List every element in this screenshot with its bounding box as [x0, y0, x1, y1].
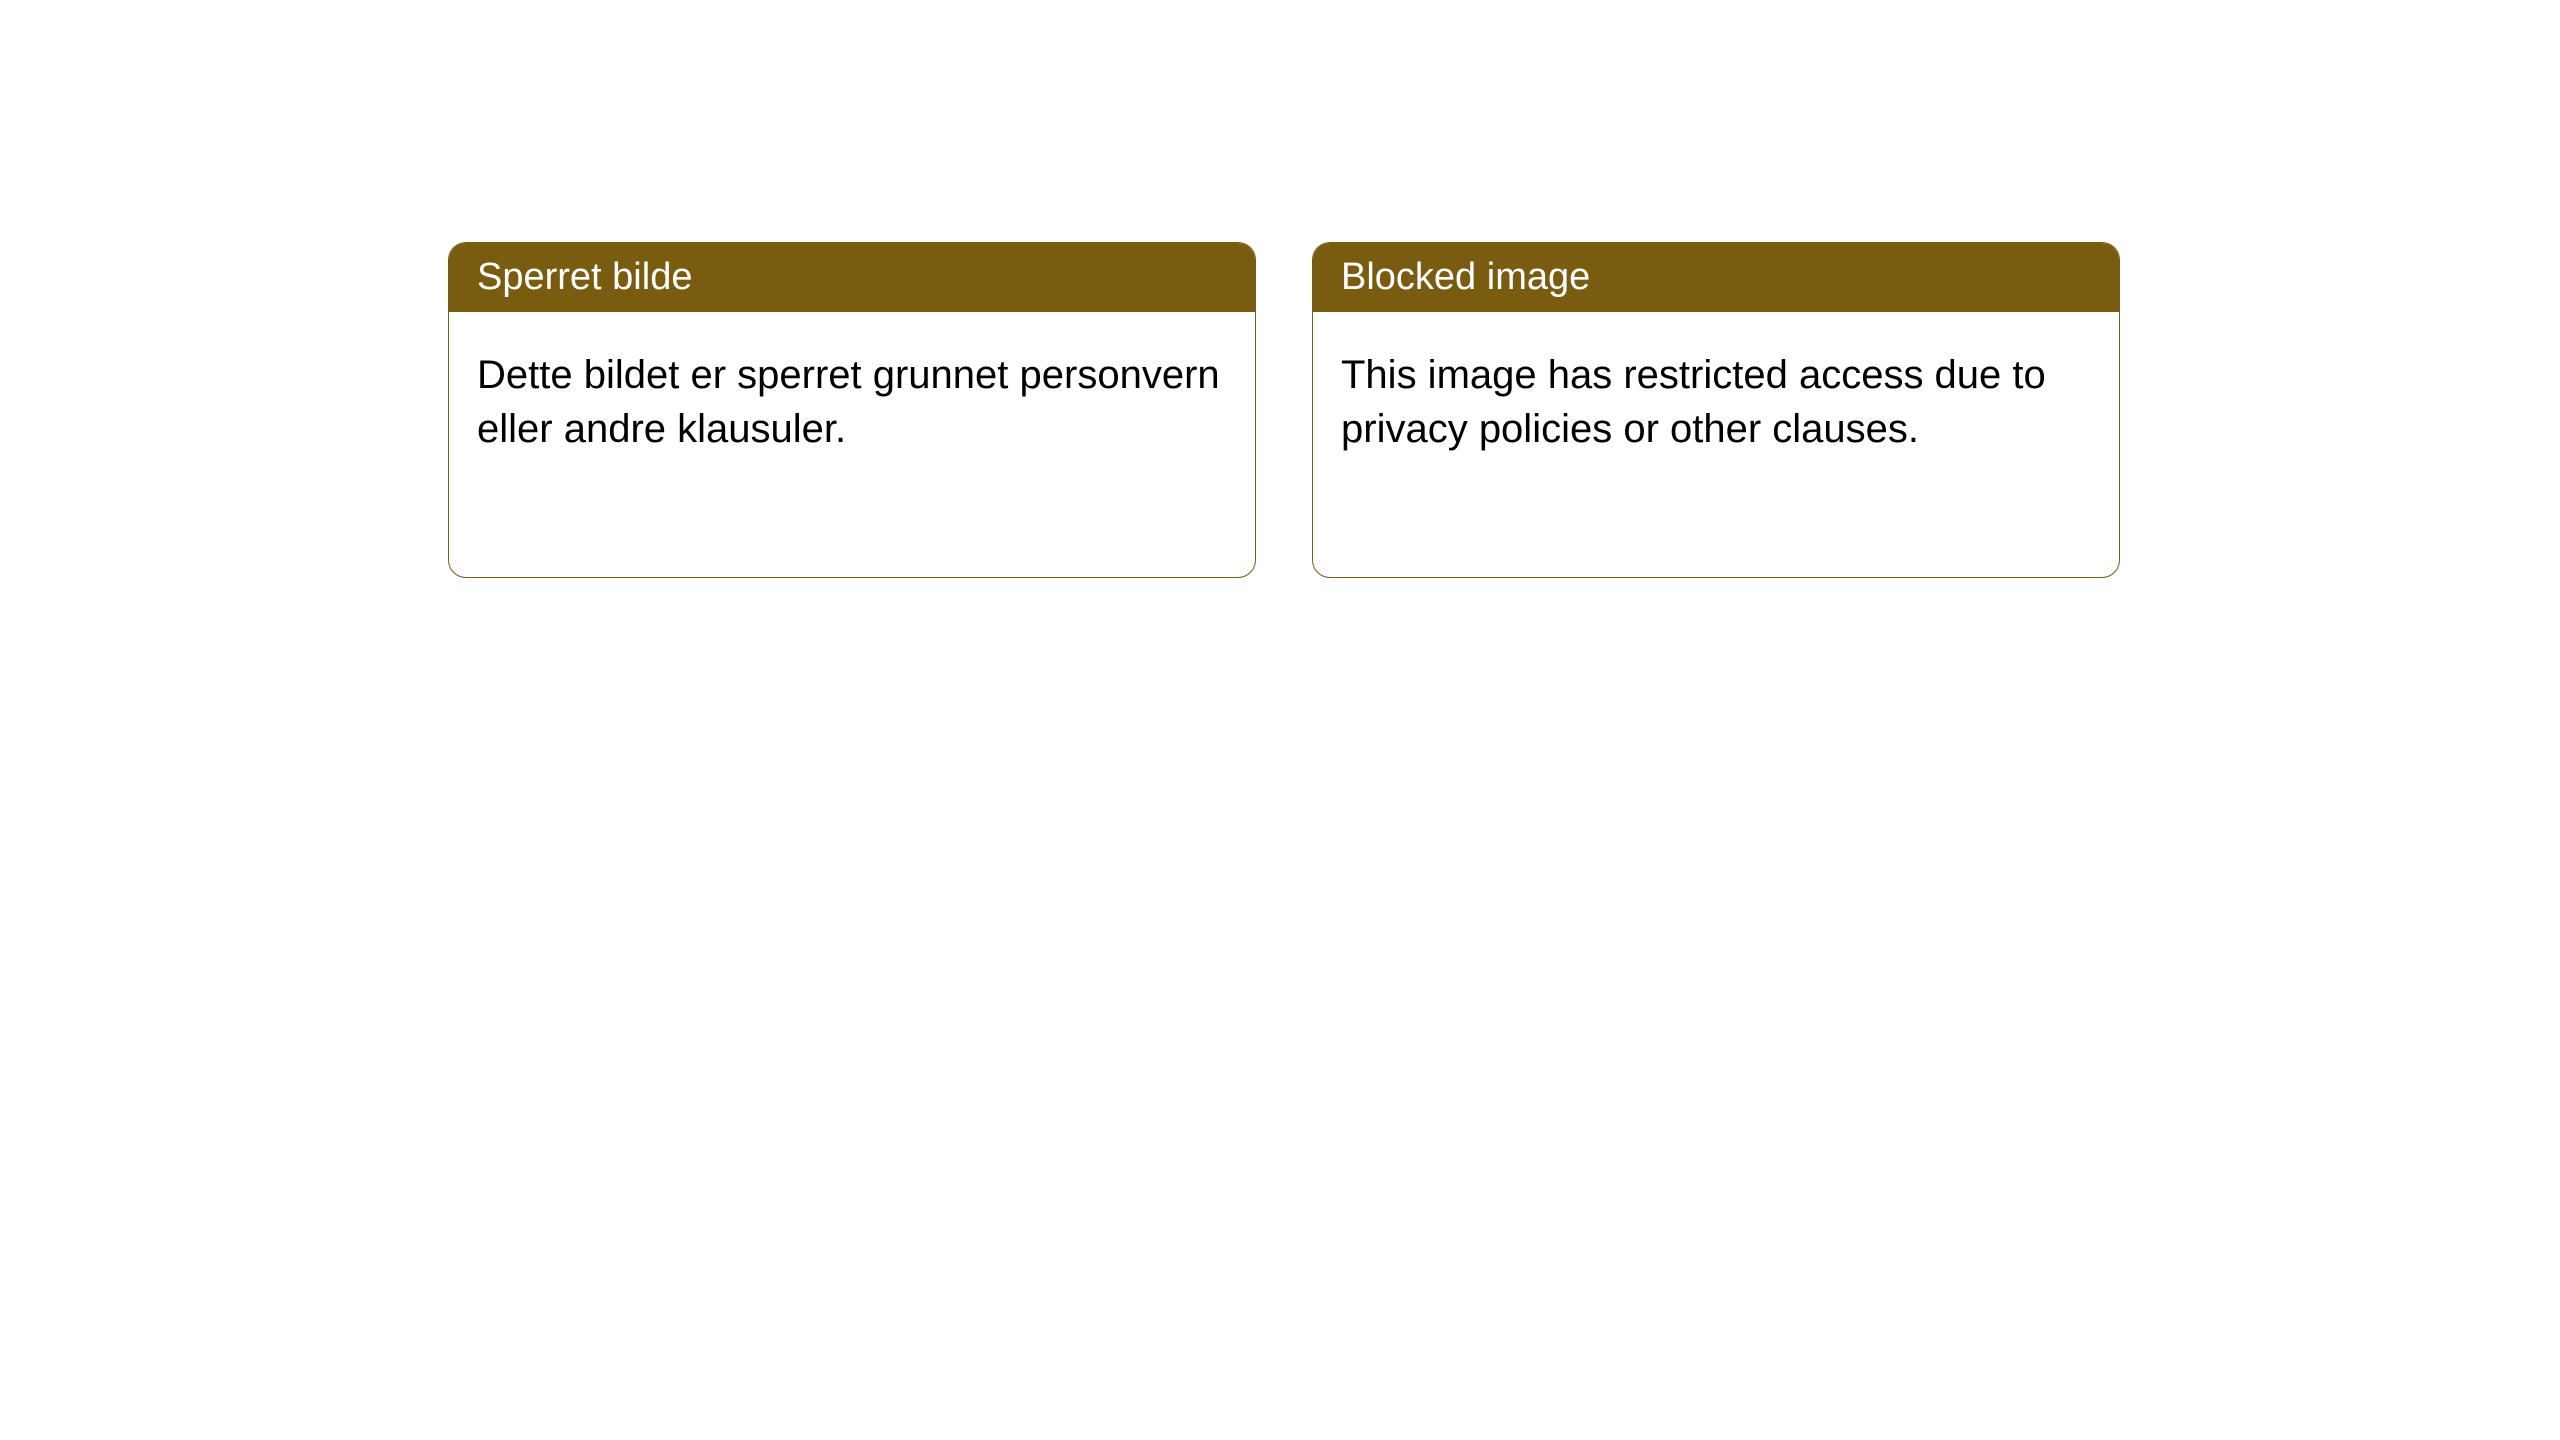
notice-header-norwegian: Sperret bilde	[449, 243, 1255, 312]
notice-card-norwegian: Sperret bilde Dette bildet er sperret gr…	[448, 242, 1256, 578]
notice-body-norwegian: Dette bildet er sperret grunnet personve…	[449, 312, 1255, 492]
notice-body-english: This image has restricted access due to …	[1313, 312, 2119, 492]
notice-card-english: Blocked image This image has restricted …	[1312, 242, 2120, 578]
notice-container: Sperret bilde Dette bildet er sperret gr…	[0, 0, 2560, 578]
notice-header-english: Blocked image	[1313, 243, 2119, 312]
